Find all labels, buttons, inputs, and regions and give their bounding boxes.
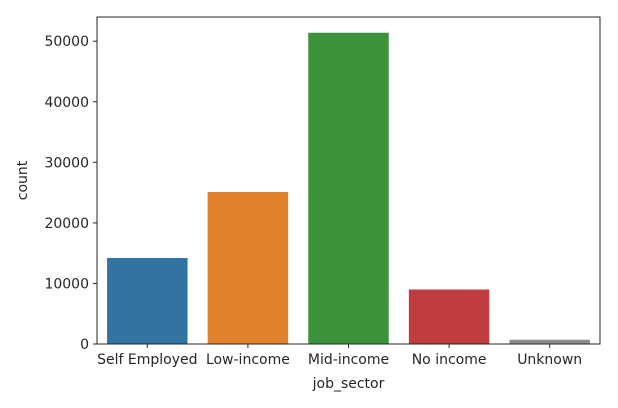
- y-tick-label: 50000: [44, 34, 89, 50]
- bar-self-employed: [107, 258, 188, 344]
- plot-frame: [96, 16, 601, 345]
- bar-no-income: [408, 289, 490, 344]
- x-tick-label: Self Employed: [97, 352, 197, 368]
- bar-low-income: [207, 192, 289, 344]
- y-tick-label: 40000: [44, 95, 89, 111]
- y-tick-label: 30000: [44, 155, 89, 171]
- x-tick-label: Unknown: [517, 352, 582, 368]
- x-axis-label: job_sector: [312, 376, 385, 392]
- y-axis-label: count: [15, 160, 31, 200]
- x-axis-ticks: Self Employed Low-income Mid-income No inco…: [97, 344, 582, 368]
- bar-mid-income: [308, 32, 389, 344]
- y-axis-ticks: 0 10000 20000 30000 40000 50000: [44, 34, 97, 353]
- x-tick-label: No income: [412, 352, 487, 368]
- y-tick-label: 0: [80, 337, 89, 353]
- y-tick-label: 10000: [44, 276, 89, 292]
- y-tick-label: 20000: [44, 216, 89, 232]
- bars-layer: [107, 32, 590, 344]
- x-tick-label: Mid-income: [308, 352, 389, 368]
- x-tick-label: Low-income: [206, 352, 290, 368]
- bar-unknown: [509, 339, 590, 344]
